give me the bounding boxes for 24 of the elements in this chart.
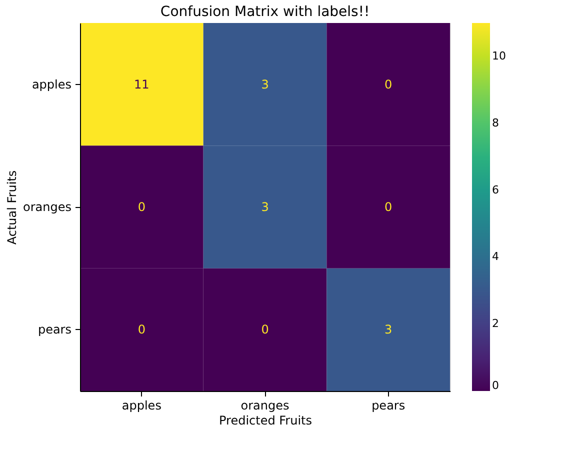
- y-tick-label: apples: [32, 77, 72, 92]
- x-tick-label: pears: [372, 398, 406, 412]
- x-tick-label: apples: [122, 398, 162, 412]
- data-label: 11: [134, 77, 150, 92]
- data-label: 3: [261, 77, 269, 92]
- data-label: 0: [261, 322, 269, 337]
- color-bar-label: 6: [492, 183, 499, 196]
- data-label: 0: [384, 200, 392, 214]
- y-tick-label: oranges: [23, 200, 72, 214]
- color-bar-label: 0: [492, 379, 499, 392]
- data-label: 0: [138, 200, 146, 214]
- data-label: 3: [384, 322, 392, 337]
- data-label: 0: [384, 77, 392, 92]
- y-tick-label: pears: [38, 322, 72, 337]
- color-bar-label: 8: [492, 116, 499, 130]
- data-label: 0: [138, 322, 146, 337]
- data-label: 3: [261, 200, 269, 214]
- color-bar-label: 4: [492, 250, 499, 264]
- y-axis-title: Actual Fruits: [5, 170, 20, 245]
- chart-title: Confusion Matrix with labels!!: [160, 4, 370, 20]
- x-tick-label: oranges: [240, 398, 290, 412]
- color-bar-label: 2: [492, 317, 499, 330]
- color-bar-label: 10: [492, 49, 506, 62]
- x-axis-title: Predicted Fruits: [218, 414, 312, 428]
